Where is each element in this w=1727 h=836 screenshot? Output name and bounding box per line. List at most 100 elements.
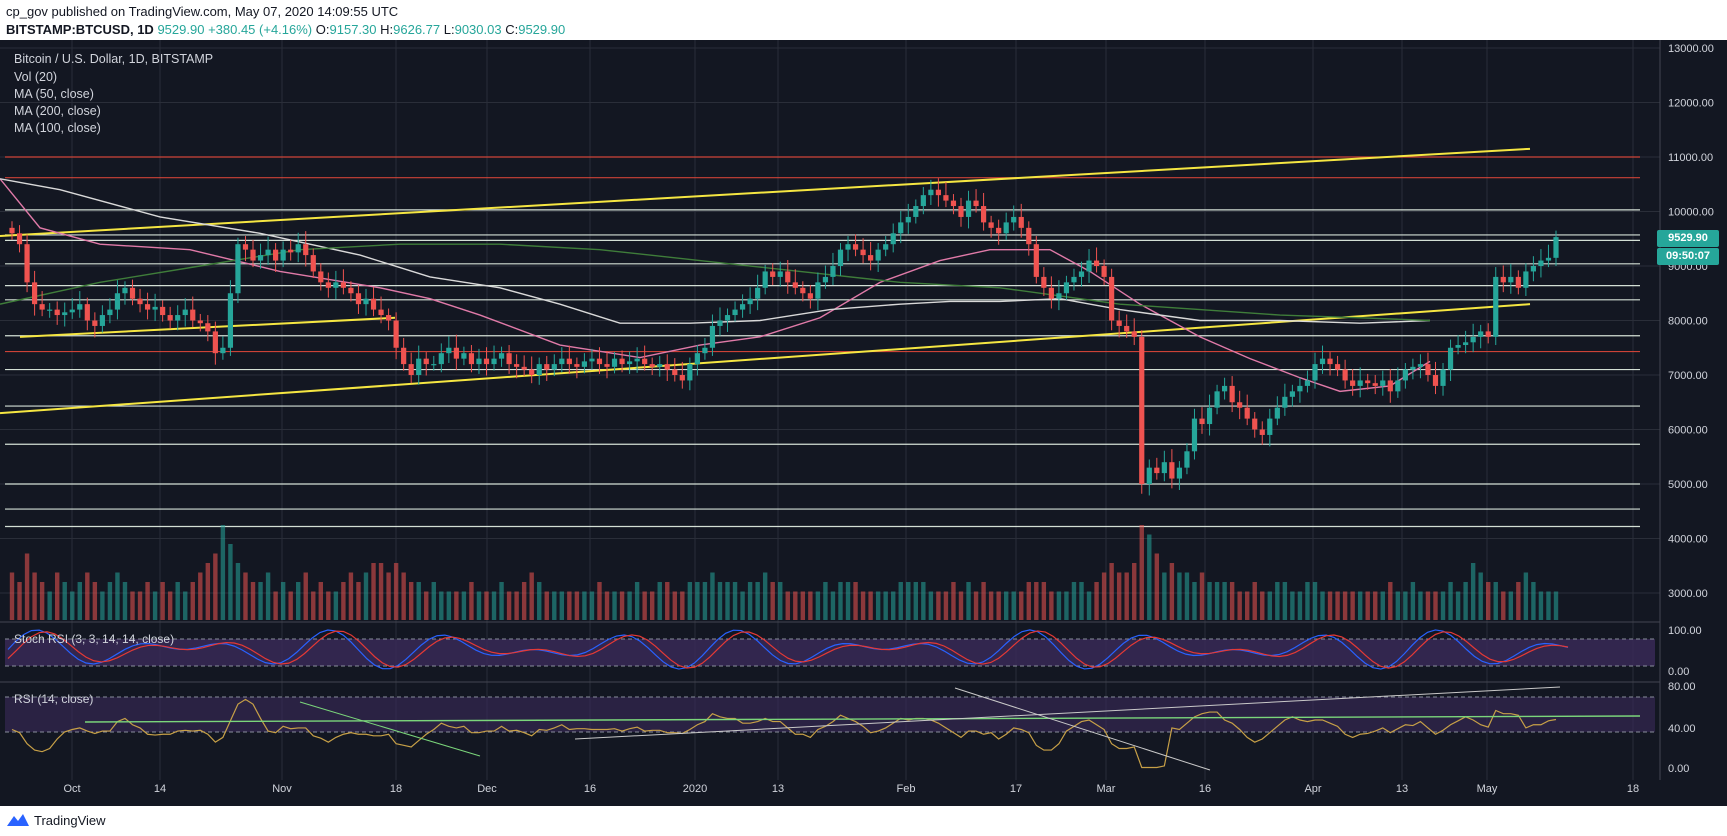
volume-bar: [672, 591, 677, 620]
time-tick-label: Dec: [477, 783, 497, 795]
volume-bar: [39, 582, 45, 620]
candle-body: [709, 325, 716, 348]
candle-body: [596, 358, 603, 365]
candle-body: [1026, 227, 1032, 245]
volume-bar: [461, 591, 467, 620]
volume-bar: [1086, 591, 1092, 620]
volume-bar: [559, 591, 565, 620]
rsi-trend-line: [299, 701, 481, 757]
stoch-tick-label: 100.00: [1668, 625, 1702, 637]
candle-body: [627, 361, 633, 365]
volume-bar: [205, 563, 211, 620]
candle-body: [521, 366, 527, 370]
volume-bar: [220, 525, 226, 620]
volume-bar: [793, 591, 798, 620]
volume-bar: [145, 582, 150, 620]
candle-body: [965, 200, 972, 217]
volume-bar: [936, 591, 941, 620]
candle-body: [837, 249, 844, 266]
volume-bar: [815, 591, 821, 620]
volume-bar: [981, 582, 986, 620]
volume-bar: [1516, 582, 1521, 620]
volume-bar: [680, 591, 685, 620]
candle-body: [822, 276, 829, 283]
candle-body: [325, 282, 331, 288]
volume-bar: [537, 582, 542, 620]
close-value: 9529.90: [518, 22, 566, 37]
volume-bar: [619, 591, 625, 620]
candle-body: [1252, 418, 1258, 430]
candle-body: [1447, 347, 1454, 370]
volume-bar: [1282, 582, 1288, 620]
time-tick-label: 16: [1199, 783, 1211, 795]
price-tick-label: 7000.00: [1668, 370, 1708, 382]
open-value: 9157.30: [329, 22, 377, 37]
volume-bar: [589, 591, 595, 620]
candle-body: [175, 315, 181, 321]
candle-body: [1048, 287, 1054, 299]
volume-bar: [77, 582, 82, 620]
volume-bar: [1433, 591, 1438, 620]
volume-bar: [785, 591, 790, 620]
volume-bar: [1531, 582, 1536, 620]
volume-bar: [1147, 534, 1152, 620]
volume-bar: [1071, 582, 1077, 620]
volume-bar: [1388, 582, 1393, 620]
volume-bar: [1034, 582, 1039, 620]
volume-bar: [160, 582, 165, 620]
candle-body: [1267, 418, 1273, 435]
volume-bar: [228, 544, 233, 620]
volume-bar: [288, 591, 293, 620]
candle-body: [792, 282, 798, 288]
volume-bar: [906, 582, 911, 620]
volume-bar: [1305, 582, 1310, 620]
candle-body: [1222, 385, 1228, 392]
candle-body: [807, 293, 813, 299]
volume-bar: [657, 582, 662, 620]
volume-bar: [250, 582, 256, 620]
volume-bar: [454, 591, 459, 620]
candle-body: [1206, 407, 1213, 425]
candle-body: [1063, 282, 1070, 294]
time-tick-label: 13: [1396, 783, 1408, 795]
candle-body: [1319, 358, 1326, 365]
candle-body: [114, 293, 121, 310]
volume-bar: [1124, 572, 1129, 620]
candle-body: [1071, 276, 1077, 283]
candle-body: [1372, 383, 1378, 386]
volume-bar: [92, 582, 98, 620]
countdown-label: 09:50:07: [1657, 248, 1719, 265]
high-value: 9626.77: [393, 22, 441, 37]
volume-bar: [491, 591, 497, 620]
symbol-label: BITSTAMP:BTCUSD, 1D: [6, 22, 154, 37]
candle-body: [190, 309, 196, 321]
candle-body: [197, 320, 203, 324]
volume-bar: [710, 572, 715, 620]
volume-bar: [175, 582, 180, 620]
volume-bar: [439, 591, 444, 620]
volume-bar: [853, 582, 858, 620]
volume-bar: [702, 582, 708, 620]
candle-body: [137, 298, 143, 305]
candle-body: [717, 320, 723, 326]
candle-body: [1440, 369, 1446, 386]
candle-body: [77, 304, 83, 310]
candle-body: [47, 309, 53, 311]
volume-bar: [506, 591, 512, 620]
candle-body: [1184, 451, 1190, 468]
volume-bar: [24, 553, 30, 620]
volume-bar: [808, 591, 813, 620]
volume-bar: [823, 582, 828, 620]
volume-bar: [1252, 582, 1257, 620]
rsi-band: [5, 697, 1655, 732]
candle-body: [883, 244, 889, 250]
candle-body: [144, 304, 151, 310]
price-chart[interactable]: 3000.00 4000.00 5000.00 6000.00 7000.00 8000.…: [0, 40, 1727, 806]
candle-body: [220, 347, 226, 354]
candle-body: [401, 347, 407, 365]
candle-body: [1289, 391, 1295, 397]
trend-line: [0, 303, 1531, 415]
candle-body: [860, 249, 866, 256]
candle-body: [1093, 260, 1100, 266]
last-price: 9529.90: [157, 22, 205, 37]
